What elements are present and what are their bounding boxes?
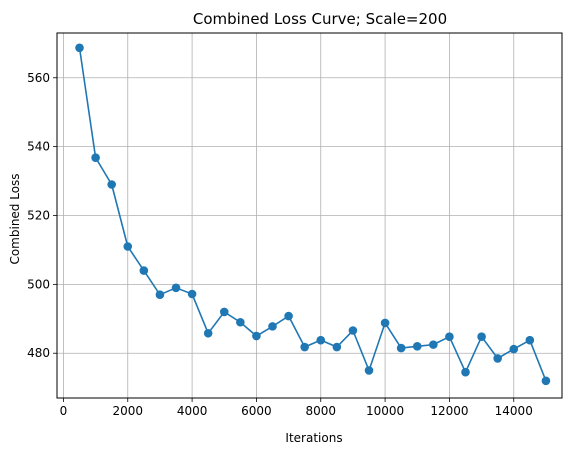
x-tick-label: 12000 (430, 404, 468, 418)
y-tick-label: 540 (27, 140, 50, 154)
data-point (380, 318, 390, 328)
data-point (300, 342, 309, 352)
y-tick-label: 480 (27, 346, 50, 360)
data-point (236, 317, 245, 327)
chart-title: Combined Loss Curve; Scale=200 (193, 10, 447, 28)
x-tick-label: 6000 (241, 404, 272, 418)
grid (57, 33, 562, 398)
x-axis-label: Iterations (285, 431, 342, 445)
data-point (332, 342, 342, 352)
y-tick-label: 520 (27, 209, 50, 223)
data-point (171, 283, 181, 293)
data-point (348, 326, 358, 335)
data-point (477, 332, 486, 342)
data-point (155, 290, 165, 299)
x-tick-label: 2000 (112, 404, 143, 418)
ticks-layer: 0 2000 4000 6000 8000 10000 12000 14000 480 500 52… (27, 71, 533, 418)
data-point (75, 43, 84, 53)
y-axis-label: Combined Loss (8, 173, 22, 264)
data-point (461, 367, 470, 377)
data-point (316, 335, 326, 345)
series-layer (75, 43, 551, 386)
data-point (252, 331, 261, 341)
series-line (78, 47, 547, 382)
data-point (541, 376, 551, 386)
data-point (91, 153, 100, 162)
y-tick-label: 560 (27, 71, 50, 85)
data-point (268, 322, 277, 331)
data-point (187, 289, 197, 299)
data-point (445, 332, 454, 342)
x-tick-label: 14000 (495, 404, 533, 418)
data-point (107, 180, 116, 189)
data-point (525, 335, 535, 345)
data-point (493, 354, 502, 363)
data-point (396, 343, 406, 353)
data-point (429, 340, 438, 349)
data-point (139, 266, 149, 275)
x-tick-label: 10000 (366, 404, 404, 418)
data-point (203, 328, 213, 338)
data-point (509, 344, 519, 354)
data-point (284, 311, 293, 321)
x-tick-label: 0 (60, 404, 68, 418)
data-point (412, 342, 422, 351)
data-point (364, 366, 374, 375)
data-point (123, 242, 133, 251)
y-tick-label: 500 (27, 277, 50, 291)
data-point (219, 307, 229, 317)
x-tick-label: 4000 (177, 404, 208, 418)
x-tick-label: 8000 (305, 404, 336, 418)
